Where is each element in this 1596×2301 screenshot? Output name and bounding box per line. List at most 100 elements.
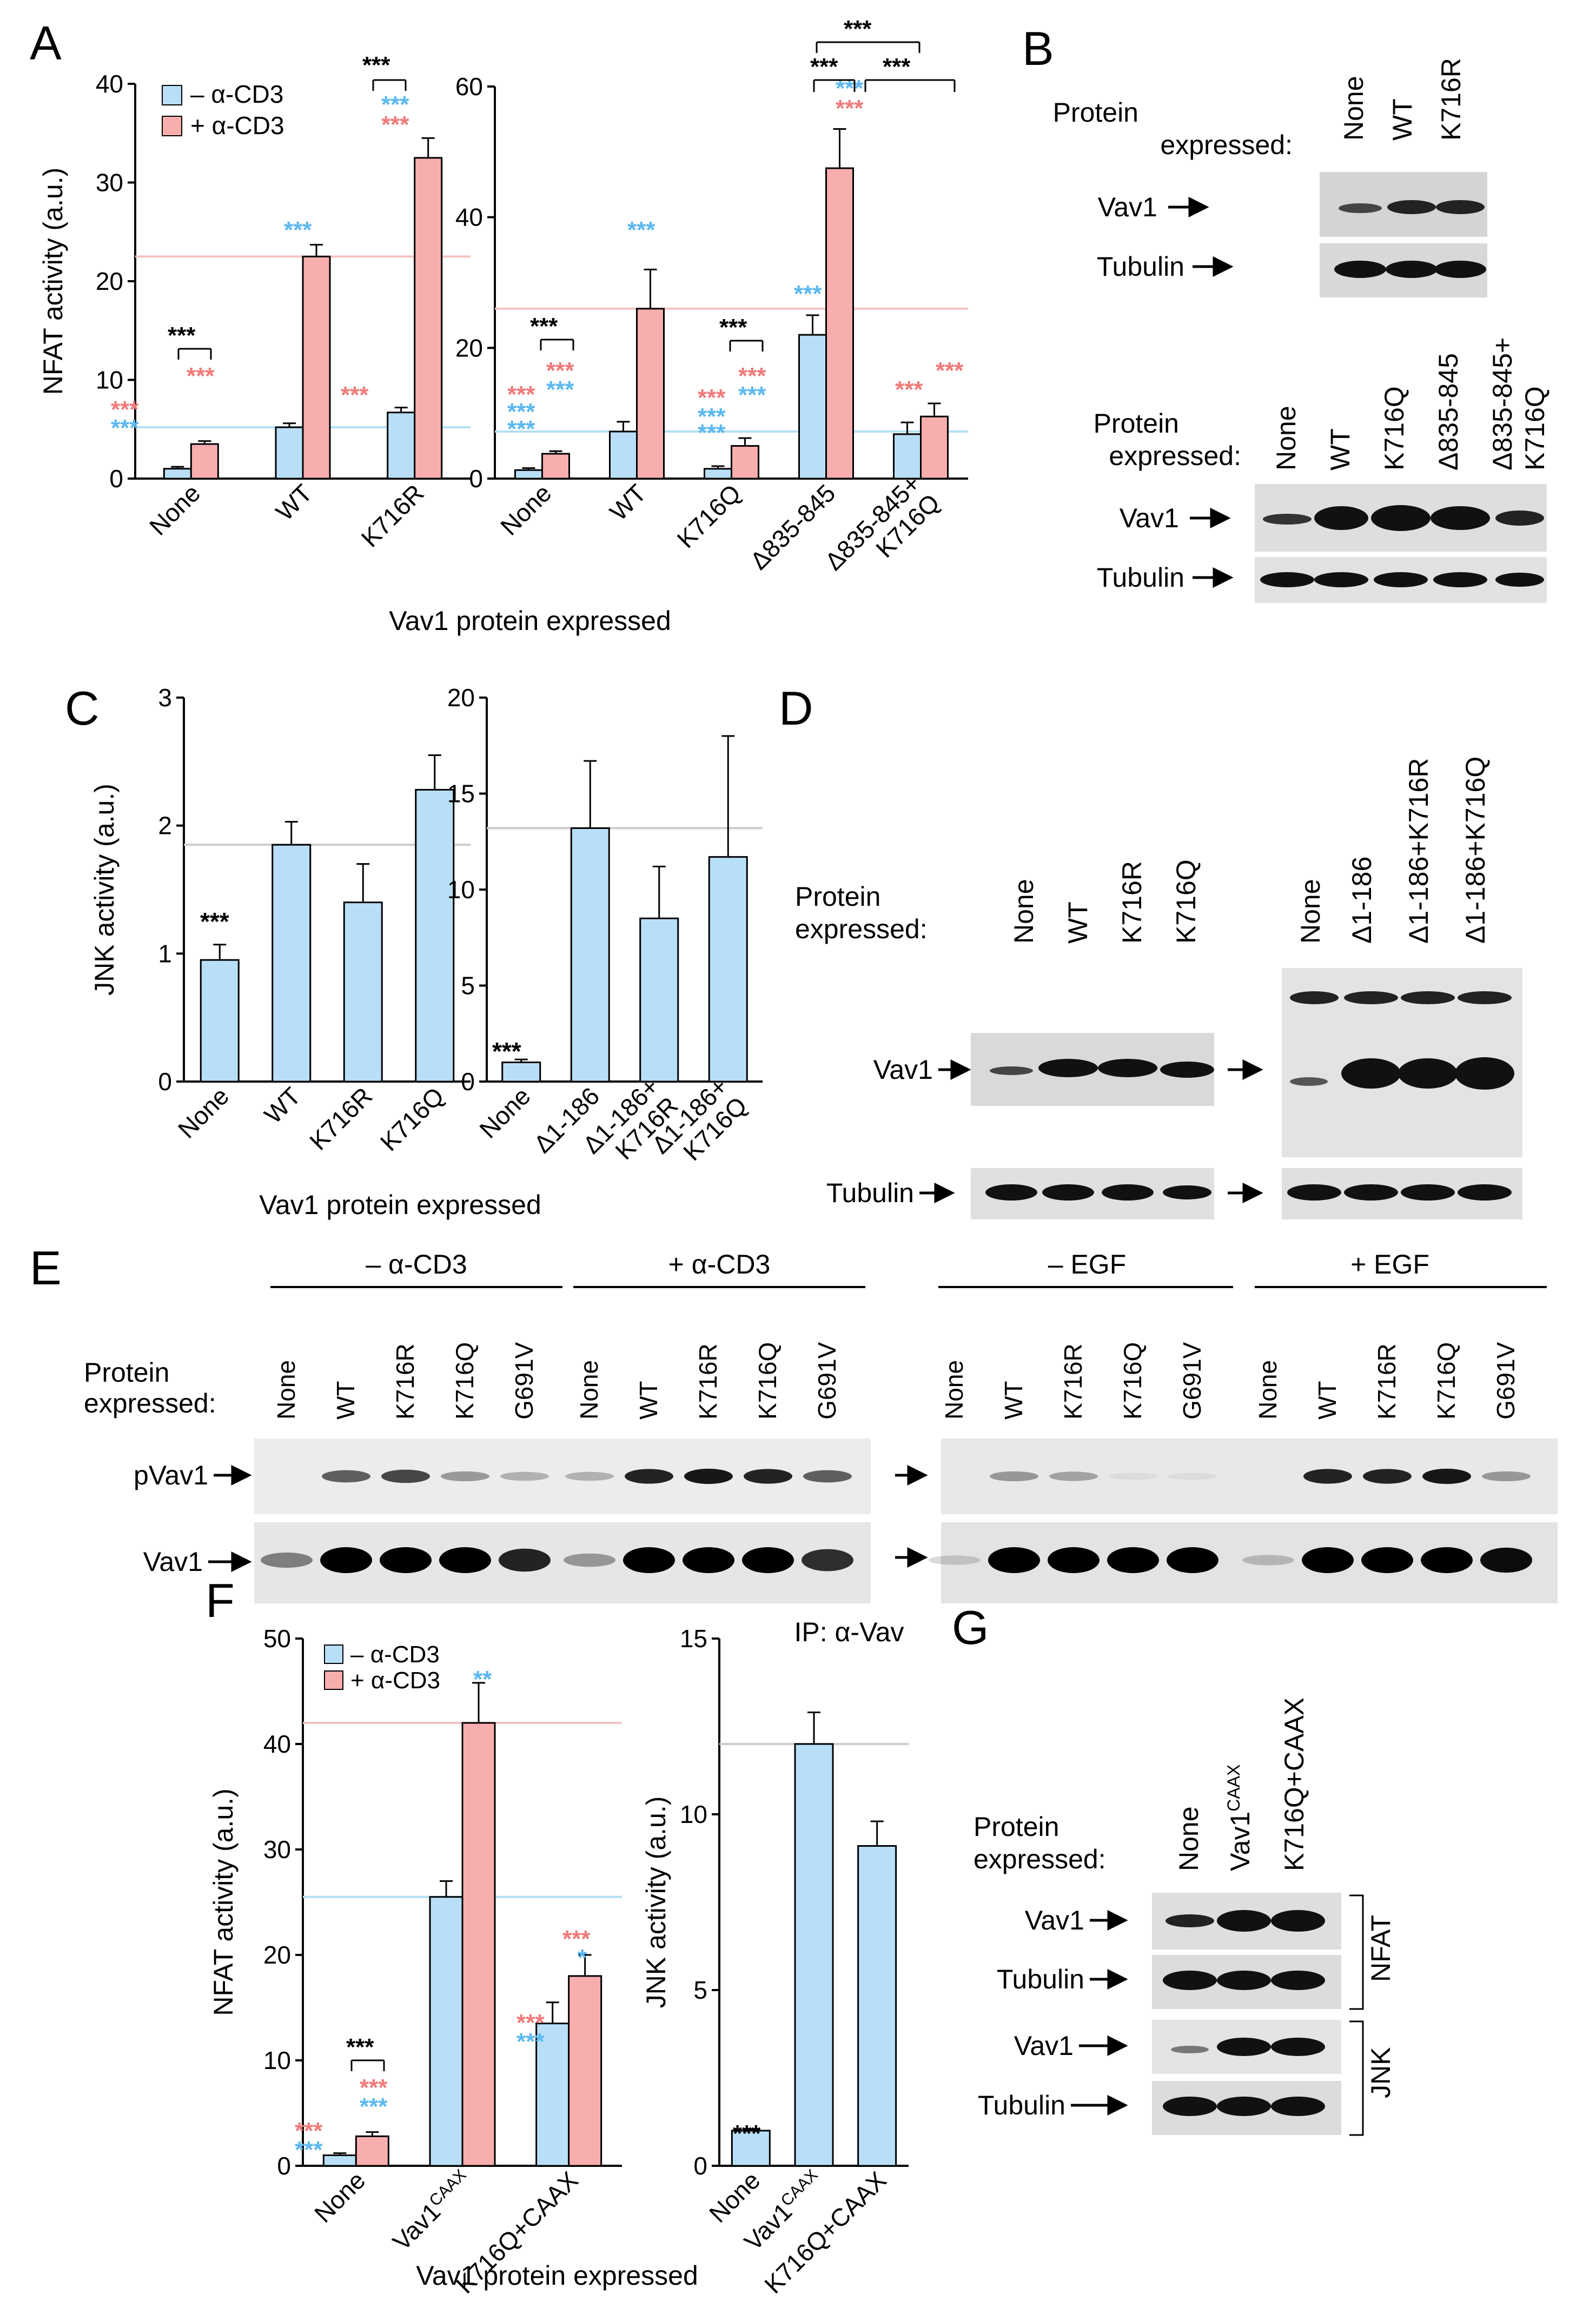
bar (568, 1975, 602, 2167)
d-vav1-label: Vav1 (873, 1055, 933, 1085)
g1-tub-none (1163, 1971, 1217, 1990)
bar (343, 901, 383, 1083)
y-tick-label: 10 (680, 1800, 707, 1828)
g2-tub-k716q (1271, 2097, 1325, 2116)
stat-a2-none-red2: *** (546, 357, 574, 384)
d2-tub-band-d1q (1458, 1184, 1512, 1201)
e-group-plus-cd3: + α-CD3 (668, 1249, 771, 1279)
y-tick-label: 10 (263, 2046, 291, 2074)
d1-lane-none: None (1009, 879, 1039, 944)
b1-vav1-label: Vav1 (1098, 192, 1157, 222)
bracket-a2-d835-1 (813, 79, 856, 92)
y-tick-label: 40 (96, 70, 123, 98)
stat-a2-wt-plus: *** (627, 217, 655, 243)
blot-d: Protein expressed: None WT K716R K716Q N… (795, 757, 1522, 1219)
b2-vav1-band-wt (1314, 506, 1368, 530)
b1-tubulin-label: Tubulin (1097, 251, 1184, 282)
d2-low-band-d1r (1398, 1058, 1458, 1089)
e-pvav1-band (625, 1469, 673, 1484)
d2-top-band-d1q (1458, 991, 1512, 1004)
bar (541, 453, 570, 480)
e-vav1-band (929, 1555, 981, 1565)
bracket-a1-k716r (372, 79, 407, 91)
stat-a2-none-red1: *** (507, 381, 535, 408)
x-tick-label: Δ835-845+K716Q (819, 469, 945, 595)
stat-f1-k716q-plus-red: *** (562, 1926, 591, 1952)
e-lane-label: K716Q (1118, 1342, 1147, 1420)
b2-vav1-label: Vav1 (1120, 503, 1179, 533)
d1-tub-band-k716r (1102, 1184, 1154, 1201)
d2-lane-d1186-k716q: Δ1-186+K716Q (1460, 757, 1491, 944)
bar (514, 469, 543, 480)
e-lane-label: G691V (510, 1342, 538, 1420)
c-xaxis-title: Vav1 protein expressed (259, 1190, 541, 1220)
e-vav1-label: Vav1 (143, 1547, 203, 1577)
stat-f1-k716q-red: *** (516, 2010, 545, 2036)
e-pvav1-band (684, 1468, 733, 1484)
d2-tub-band-none (1287, 1184, 1341, 1201)
g-protein-label: Protein (974, 1812, 1059, 1842)
d2-lane-d1186: Δ1-186 (1347, 857, 1377, 944)
e-pvav1-band (1168, 1473, 1217, 1480)
e-vav1-band (439, 1547, 491, 1573)
d2-low-band-d1q (1455, 1057, 1514, 1090)
e-lane-label: K716R (1059, 1343, 1087, 1420)
d2-top-band-d1r (1401, 991, 1455, 1004)
g2-vav1-none (1171, 2046, 1209, 2053)
stat-a2-k716q-plus-blue: *** (738, 382, 766, 408)
stat-c2-none: *** (492, 1037, 521, 1065)
y-tick-label: 40 (263, 1730, 291, 1758)
legend-f-minus-label: – α-CD3 (350, 1641, 440, 1668)
stat-a2-k716q-blue2: *** (698, 420, 726, 446)
x-tick-label: K716R (304, 1082, 378, 1155)
y-tick-label: 20 (455, 334, 483, 362)
x-tick-label: None (173, 1082, 235, 1144)
e-vav1-band (564, 1553, 615, 1567)
bracket-a2-d835-2 (816, 41, 920, 53)
g1-vav1-none (1165, 1914, 1214, 1927)
stat-a2-k716q-bracket: *** (719, 314, 747, 341)
y-tick-label: 0 (158, 1067, 172, 1096)
b2-tubulin-arrow (1193, 567, 1234, 588)
d-expressed-label: expressed: (795, 914, 928, 944)
y-axis-title: JNK activity (a.u.) (641, 1796, 671, 2008)
e-pvav1-band (322, 1470, 370, 1483)
x-tick-label: WT (270, 479, 317, 526)
b2-lane-none: None (1271, 406, 1301, 470)
bar (322, 2154, 357, 2167)
e-pvav1-band (1303, 1469, 1352, 1484)
b2-vav1-arrow (1190, 507, 1231, 529)
g-tubulin-arrow-2 (1071, 2094, 1128, 2116)
e-group-minus-cd3: – α-CD3 (366, 1249, 467, 1279)
y-tick-label: 0 (693, 2152, 707, 2180)
legend-f: – α-CD3 + α-CD3 (324, 1641, 440, 1694)
stat-a2-k716q-red: *** (698, 384, 726, 411)
b2-tub-band-none (1260, 572, 1314, 587)
x-tick-label: None (309, 2166, 371, 2228)
e-lane-label: G691V (813, 1342, 841, 1420)
bracket-a2-k716q (729, 340, 764, 352)
x-tick-label: Vav1CAAX (387, 2166, 477, 2256)
b2-tub-band-d835k (1495, 573, 1544, 587)
stat-f1-none-red2: *** (360, 2074, 388, 2101)
x-tick-label: None (474, 1082, 536, 1144)
stat-a1-k716r-bracket: *** (362, 52, 390, 78)
stat-f1-none-blue: *** (295, 2137, 323, 2163)
stat-a1-k716r-plus-blue: *** (381, 91, 409, 118)
e-pvav1-band (803, 1470, 852, 1483)
y-axis-title: JNK activity (a.u.) (89, 784, 120, 996)
e-pvav1-band (565, 1471, 614, 1481)
e-lane-label: G691V (1492, 1342, 1520, 1420)
b1-lane-none: None (1339, 76, 1369, 141)
bar (415, 788, 455, 1083)
e-lane-label: K716Q (451, 1342, 479, 1420)
legend-a-plus-swatch (162, 116, 182, 136)
g-expressed-label: expressed: (974, 1844, 1106, 1874)
e-vav1-band (380, 1547, 432, 1573)
x-tick-label: K716Q (672, 479, 746, 553)
bar (570, 827, 610, 1083)
g2-vav1-caax (1217, 2038, 1271, 2056)
d2-top-band-none (1290, 991, 1339, 1004)
panel-letter-a: A (30, 16, 62, 70)
